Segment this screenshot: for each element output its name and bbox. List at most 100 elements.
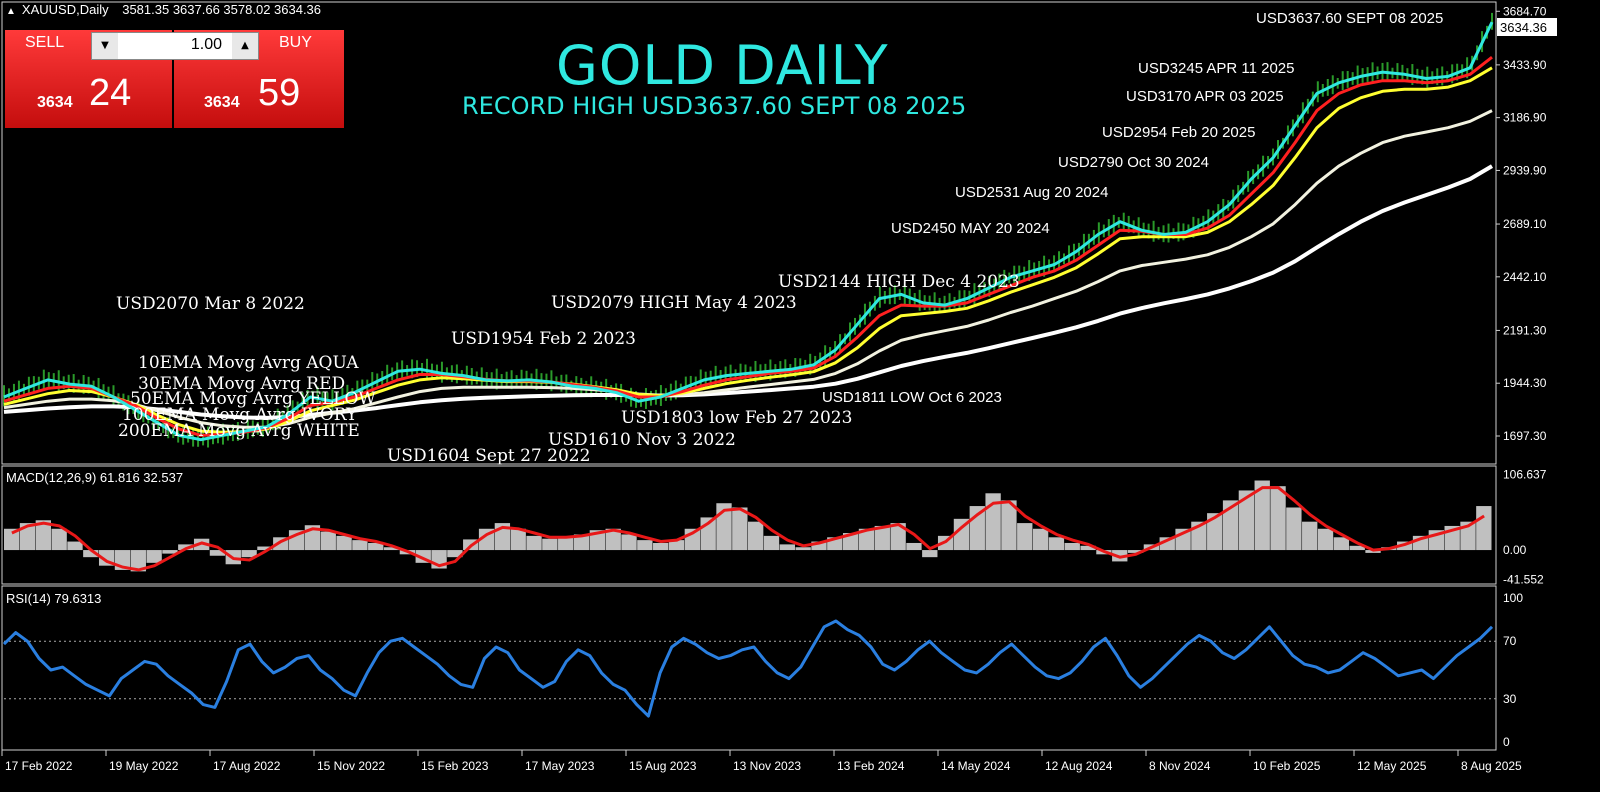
macd-histogram-bar: [19, 523, 36, 551]
date-tick-label: 17 Feb 2022: [5, 759, 73, 773]
macd-histogram-bar: [858, 528, 875, 551]
macd-histogram-bar: [621, 534, 637, 551]
price-annotation: 50EMA Movg Avrg YELLOW: [130, 389, 376, 409]
macd-histogram-bar: [320, 531, 336, 551]
macd-histogram-bar: [1333, 537, 1350, 551]
price-tick-label: 2939.90: [1503, 163, 1547, 177]
date-tick-label: 17 Aug 2022: [213, 759, 281, 773]
price-tick-label: 1697.30: [1503, 429, 1547, 443]
rsi-pane: [1, 585, 1497, 751]
macd-indicator: 106.637 0.00 -41.552: [4, 467, 1547, 587]
sell-button[interactable]: SELL 3634 24: [5, 30, 172, 128]
macd-histogram-bar: [130, 550, 146, 572]
macd-histogram-bar: [146, 550, 162, 563]
price-tick-label: 3433.90: [1503, 58, 1547, 72]
macd-histogram-bar: [1032, 528, 1049, 551]
price-annotation: USD1610 Nov 3 2022: [548, 430, 736, 450]
lot-increase-icon[interactable]: ▲: [232, 33, 258, 59]
sell-price-small: 3634: [37, 94, 73, 111]
price-annotation: USD1954 Feb 2 2023: [451, 329, 636, 349]
macd-histogram-bar: [1127, 550, 1144, 553]
price-annotation: USD2954 Feb 20 2025: [1102, 124, 1256, 141]
lot-decrease-icon[interactable]: ▼: [92, 33, 118, 59]
buy-label: BUY: [279, 34, 312, 51]
macd-tick-label: 106.637: [1503, 467, 1547, 481]
date-tick-label: 15 Aug 2023: [629, 759, 697, 773]
collapse-triangle-icon[interactable]: ▲: [6, 6, 16, 17]
rsi-tick-label: 0: [1503, 735, 1510, 749]
macd-histogram-bar: [922, 550, 938, 558]
date-tick-label: 13 Nov 2023: [733, 759, 801, 773]
date-tick-label: 8 Aug 2025: [1461, 759, 1522, 773]
price-tick-label: 3186.90: [1503, 111, 1547, 125]
current-price-marker: 3634.36: [1497, 18, 1557, 36]
macd-histogram-bar: [1270, 486, 1286, 551]
ema-line-5: [3, 164, 1494, 420]
ema-line-1: [3, 21, 1494, 442]
chart-subtitle: RECORD HIGH USD3637.60 SEPT 08 2025: [462, 92, 967, 120]
price-annotation: USD2079 HIGH May 4 2023: [551, 293, 797, 313]
price-annotation: USD1604 Sept 27 2022: [387, 446, 591, 466]
macd-histogram-bar: [795, 547, 811, 551]
date-tick-label: 19 May 2022: [109, 759, 179, 773]
macd-histogram-bar: [35, 520, 51, 551]
price-annotation: 30EMA Movg Avrg RED: [138, 374, 346, 394]
macd-histogram-bar: [241, 550, 257, 558]
price-annotation: 10EMA Movg Avrg AQUA: [138, 353, 359, 373]
date-tick-label: 14 May 2024: [941, 759, 1011, 773]
price-annotation: USD3245 APR 11 2025: [1138, 60, 1295, 77]
macd-tick-label: 0.00: [1503, 543, 1527, 557]
macd-histogram-bar: [1222, 500, 1239, 551]
macd-histogram-bar: [257, 546, 273, 551]
macd-histogram-bar: [1207, 513, 1223, 551]
rsi-indicator: 100 70 30 0: [2, 591, 1523, 749]
macd-tick-label: -41.552: [1503, 573, 1544, 587]
macd-histogram-bar: [368, 542, 384, 551]
price-tick-label: 1944.30: [1503, 376, 1547, 390]
sell-price-big: 24: [89, 72, 132, 114]
current-price-label: 3634.36: [1500, 20, 1547, 35]
macd-histogram-bar: [67, 541, 83, 551]
symbol-name: XAUUSD,Daily: [21, 2, 109, 17]
macd-histogram-bar: [1017, 523, 1033, 551]
macd-histogram-bar: [1048, 537, 1065, 551]
macd-histogram-bar: [447, 550, 463, 558]
price-annotation: USD2531 Aug 20 2024: [955, 184, 1109, 201]
macd-histogram-bar: [668, 540, 685, 551]
price-tick-label: 3684.70: [1503, 4, 1547, 18]
price-pane: [1, 1, 1497, 465]
price-annotation: USD3637.60 SEPT 08 2025: [1256, 10, 1444, 27]
macd-histogram-bar: [748, 521, 764, 551]
macd-histogram-bar: [209, 550, 226, 556]
date-tick-label: 8 Nov 2024: [1149, 759, 1211, 773]
lot-size-input[interactable]: ▼ 1.00 ▲: [91, 32, 259, 60]
macd-histogram-bar: [383, 547, 400, 551]
macd-histogram-bar: [906, 542, 922, 551]
buy-button[interactable]: BUY 3634 59: [174, 30, 344, 128]
sell-label: SELL: [25, 34, 65, 51]
macd-histogram-bar: [336, 535, 352, 551]
ohlc-values: 3581.35 3637.66 3578.02 3634.36: [122, 2, 322, 17]
rsi-line: [2, 619, 1494, 718]
date-tick-label: 10 Feb 2025: [1253, 759, 1321, 773]
macd-histogram-bar: [558, 537, 574, 551]
symbol-header: ▲ XAUUSD,Daily 3581.35 3637.66 3578.02 36…: [6, 2, 321, 17]
macd-histogram-bar: [573, 534, 590, 551]
macd-histogram-bar: [1317, 528, 1334, 551]
price-annotation: USD2070 Mar 8 2022: [116, 294, 305, 314]
macd-histogram-bar: [51, 528, 67, 551]
macd-histogram-bar: [605, 528, 621, 551]
macd-histogram-bar: [1001, 500, 1017, 551]
date-tick-label: 15 Feb 2023: [421, 759, 489, 773]
ema-lines: [3, 21, 1494, 442]
price-tick-label: 2442.10: [1503, 270, 1547, 284]
one-click-trade-panel: SELL 3634 24 BUY 3634 59 ▼ 1.00 ▲: [5, 30, 344, 128]
rsi-tick-label: 70: [1503, 634, 1517, 648]
macd-histogram-bar: [779, 544, 795, 551]
price-annotation: 100EMA Movg Avrg IVORY: [122, 405, 358, 425]
price-axis: 3684.70 3433.90 3186.90 2939.90 2689.10 2442.…: [1496, 4, 1547, 443]
macd-histogram-bar: [526, 535, 542, 551]
macd-histogram-bar: [510, 528, 526, 551]
rsi-label: RSI(14) 79.6313: [6, 591, 102, 606]
